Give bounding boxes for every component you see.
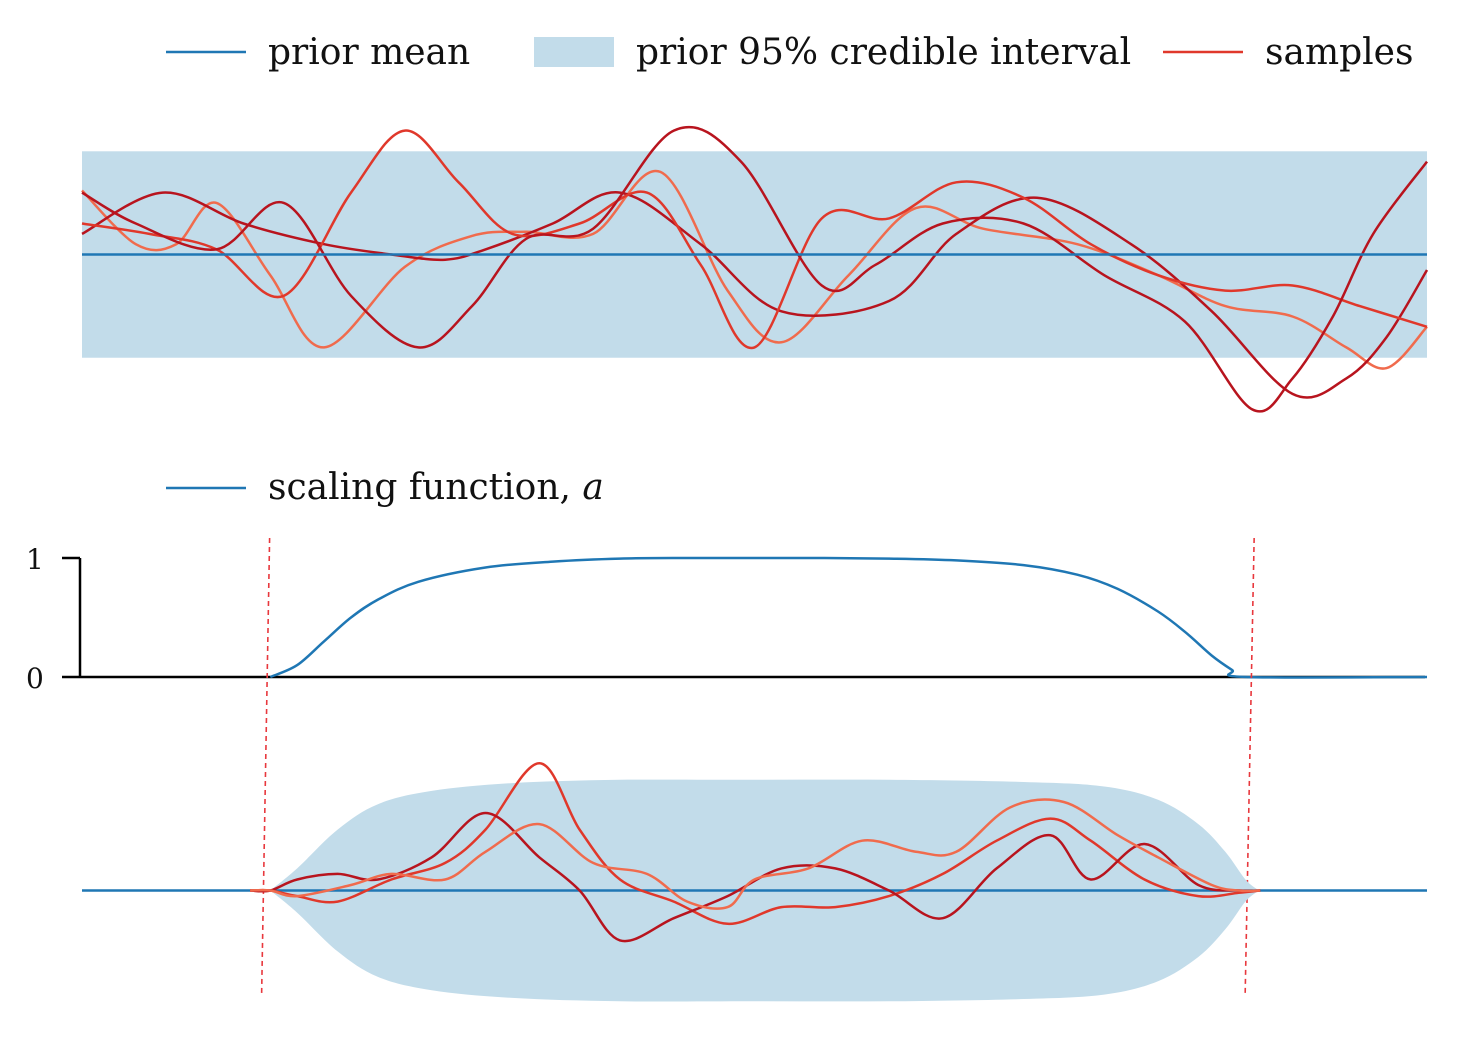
prior-sample-line-2 [81, 191, 1429, 399]
scaling-function-line [269, 556, 1428, 679]
legend-scaling-text: scaling function, [268, 467, 582, 508]
boundary-line-2 [1244, 537, 1255, 996]
legend-scaling-label: scaling function, a [268, 467, 604, 508]
y-tick-label-1: 1 [26, 543, 44, 576]
legend-prior-mean-label: prior mean [268, 32, 470, 73]
scaled-sample-line-2 [250, 811, 1261, 943]
scaled-panel [82, 761, 1427, 1002]
legend-prior-interval-swatch [534, 37, 614, 67]
top-legend: prior mean prior 95% credible interval s… [166, 32, 1413, 73]
legend-scaling-symbol: a [582, 467, 603, 508]
prior-sample-line-1 [81, 169, 1428, 370]
prior-sample-line-4 [81, 125, 1429, 413]
scaling-legend: scaling function, a [166, 467, 604, 508]
scaling-panel: 1 0 [26, 543, 1428, 695]
scaled-sample-line-1 [250, 761, 1261, 926]
prior-sample-line-3 [81, 129, 1428, 350]
prior-panel [81, 125, 1429, 413]
legend-samples-label: samples [1265, 32, 1413, 73]
boundary-lines [260, 537, 1255, 996]
y-tick-label-0: 0 [26, 662, 44, 695]
legend-prior-interval-label: prior 95% credible interval [636, 32, 1131, 73]
boundary-line-1 [260, 537, 271, 996]
scaled-sample-line-3 [250, 798, 1261, 910]
